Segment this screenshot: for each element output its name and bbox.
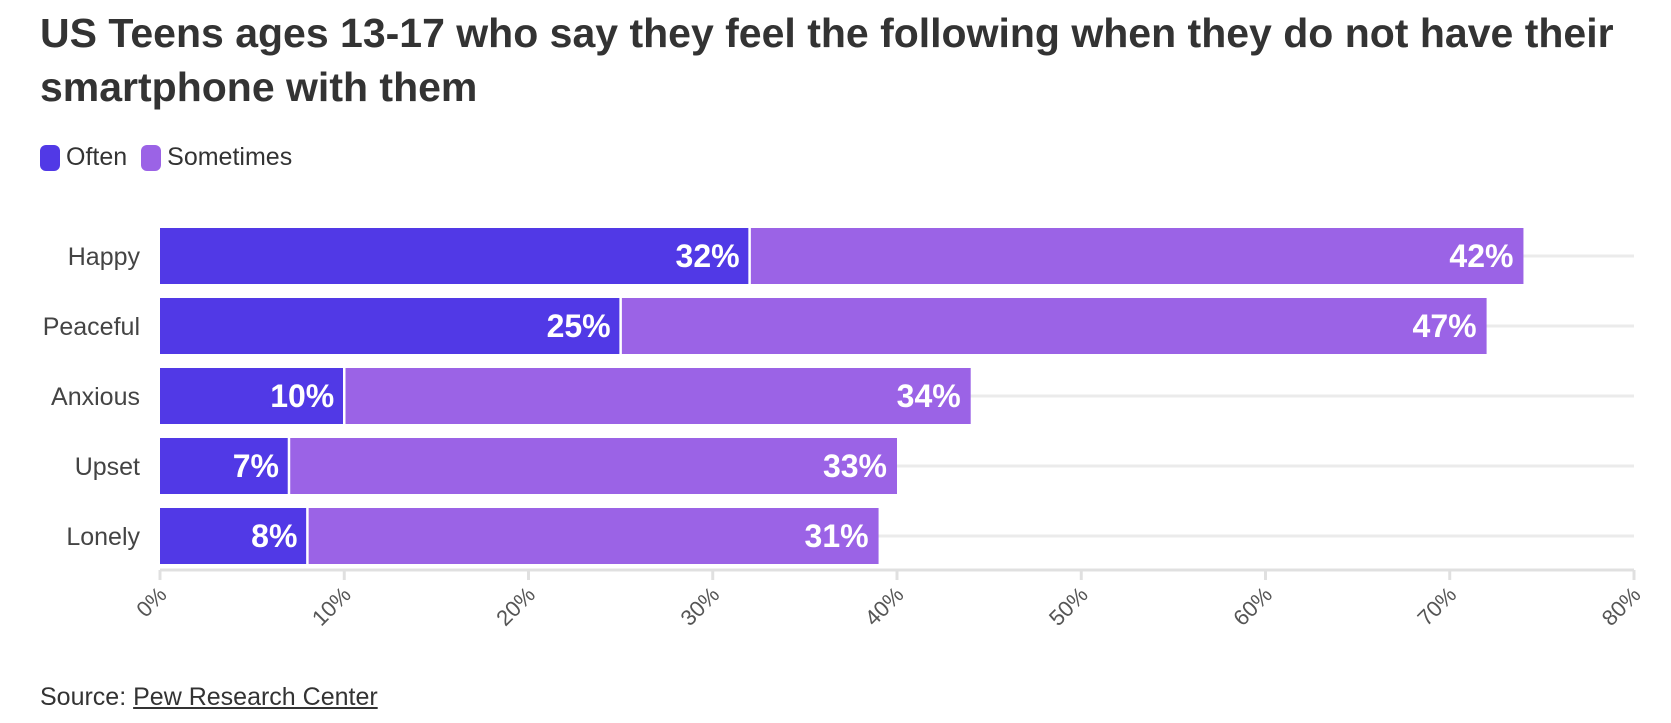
bar-sometimes-happy	[749, 228, 1524, 284]
legend-label-sometimes: Sometimes	[167, 143, 293, 171]
bar-sometimes-peaceful	[620, 298, 1487, 354]
bar-often-upset	[160, 438, 289, 494]
category-label-peaceful: Peaceful	[43, 313, 140, 341]
value-label-often-upset: 7%	[233, 448, 279, 484]
x-tick-label-80: 80%	[1597, 582, 1646, 631]
value-label-often-anxious: 10%	[270, 378, 334, 414]
value-label-sometimes-peaceful: 47%	[1413, 308, 1477, 344]
bar-sometimes-lonely	[307, 508, 879, 564]
value-label-sometimes-upset: 33%	[823, 448, 887, 484]
bar-often-lonely	[160, 508, 308, 564]
value-label-sometimes-lonely: 31%	[805, 518, 869, 554]
source-link[interactable]: Pew Research Center	[133, 683, 378, 711]
category-label-happy: Happy	[68, 243, 141, 271]
value-label-often-happy: 32%	[676, 238, 740, 274]
bar-chart: 32% 42% Happy 25% 47% Peaceful 10% 34% Anxious 7%…	[43, 228, 1646, 631]
x-tick-label-60: 60%	[1228, 582, 1277, 631]
bar-often-peaceful	[160, 298, 621, 354]
value-label-sometimes-anxious: 34%	[897, 378, 961, 414]
value-label-sometimes-happy: 42%	[1449, 238, 1513, 274]
category-label-upset: Upset	[75, 453, 140, 481]
source-line: Source: Pew Research Center	[40, 683, 378, 712]
x-tick-label-0: 0%	[131, 582, 171, 622]
x-tick-label-10: 10%	[307, 582, 356, 631]
bar-often-happy	[160, 228, 750, 284]
category-label-lonely: Lonely	[66, 523, 140, 551]
legend-item-sometimes: Sometimes	[141, 143, 292, 172]
legend-swatch-sometimes	[141, 144, 162, 171]
value-label-often-peaceful: 25%	[547, 308, 611, 344]
chart-title: US Teens ages 13-17 who say they feel th…	[40, 10, 1614, 110]
legend-label-often: Often	[66, 143, 128, 171]
source-prefix: Source:	[40, 683, 127, 711]
x-tick-label-40: 40%	[860, 582, 909, 631]
category-label-anxious: Anxious	[51, 383, 140, 411]
bar-often-anxious	[160, 368, 345, 424]
legend-item-often: Often	[40, 143, 127, 172]
x-tick-label-70: 70%	[1412, 582, 1461, 631]
legend: Often Sometimes	[40, 143, 306, 172]
value-label-often-lonely: 8%	[251, 518, 297, 554]
x-tick-label-50: 50%	[1044, 582, 1093, 631]
legend-swatch-often	[40, 144, 60, 171]
x-tick-label-30: 30%	[675, 582, 724, 631]
x-tick-label-20: 20%	[491, 582, 540, 631]
bar-sometimes-upset	[288, 438, 898, 494]
bar-sometimes-anxious	[344, 368, 971, 424]
